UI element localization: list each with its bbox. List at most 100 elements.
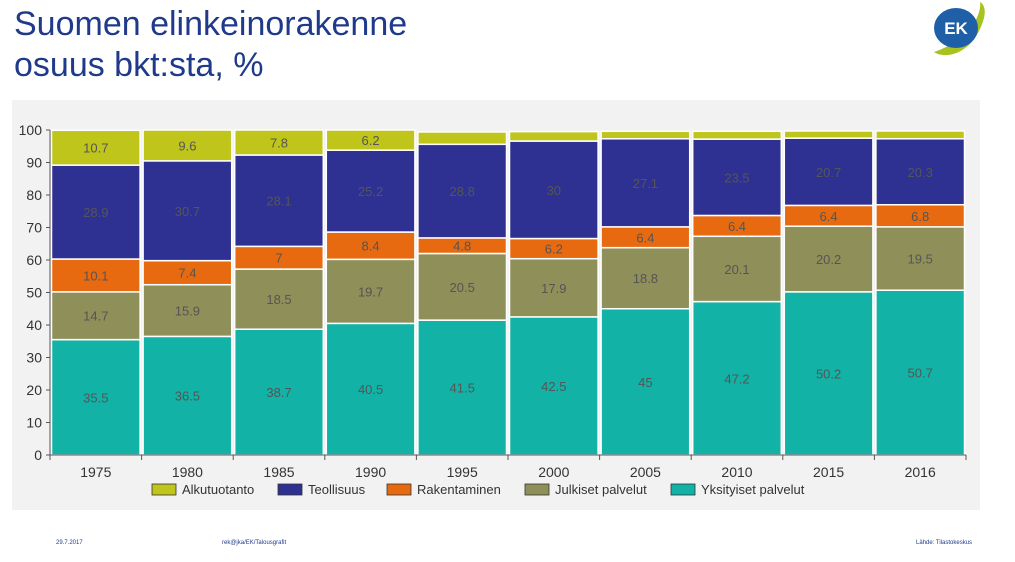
data-label: 35.5 bbox=[83, 390, 108, 405]
bar-segment bbox=[691, 130, 783, 140]
data-label: 10.1 bbox=[83, 268, 108, 283]
legend-label: Alkutuotanto bbox=[182, 482, 254, 497]
bar-segment bbox=[50, 164, 141, 260]
logo-badge bbox=[934, 8, 978, 48]
x-tick-label: 2005 bbox=[630, 464, 661, 480]
data-label: 45 bbox=[638, 375, 652, 390]
bar-segment bbox=[233, 268, 325, 330]
legend-swatch bbox=[670, 483, 696, 496]
x-tick-label: 2015 bbox=[813, 464, 844, 480]
data-label: 15.9 bbox=[175, 304, 200, 319]
data-label: 25.2 bbox=[358, 184, 383, 199]
y-tick-label: 10 bbox=[26, 415, 42, 431]
bar-segment bbox=[325, 231, 416, 261]
bar-segment bbox=[233, 154, 325, 248]
x-tick-label: 1975 bbox=[80, 464, 111, 480]
x-tick-label: 2016 bbox=[905, 464, 936, 480]
data-label: 20.1 bbox=[724, 262, 749, 277]
y-tick-label: 30 bbox=[26, 350, 42, 366]
data-label: 30.7 bbox=[175, 204, 200, 219]
x-tick-label: 1990 bbox=[355, 464, 386, 480]
bar-segment bbox=[508, 257, 599, 318]
legend-swatch bbox=[277, 483, 303, 496]
bar-segment bbox=[508, 130, 599, 142]
data-label: 50.2 bbox=[816, 366, 841, 381]
data-label: 20.7 bbox=[816, 165, 841, 180]
data-label: 6.4 bbox=[636, 230, 654, 245]
x-tick-label: 2000 bbox=[538, 464, 569, 480]
data-label: 7 bbox=[275, 251, 282, 266]
data-label: 47.2 bbox=[724, 371, 749, 386]
legend-label: Yksityiset palvelut bbox=[701, 482, 805, 497]
data-label: 6.8 bbox=[911, 209, 929, 224]
bar-segment bbox=[875, 130, 966, 140]
bar-segment bbox=[691, 138, 783, 217]
data-label: 19.7 bbox=[358, 284, 383, 299]
bar-segment bbox=[50, 291, 141, 341]
data-label: 19.5 bbox=[908, 252, 933, 267]
bar-segment bbox=[142, 160, 233, 262]
data-label: 18.5 bbox=[266, 292, 291, 307]
bar-segment bbox=[875, 226, 966, 291]
data-label: 40.5 bbox=[358, 382, 383, 397]
data-label: 6.2 bbox=[362, 133, 380, 148]
x-tick-label: 1980 bbox=[172, 464, 203, 480]
bar-segment bbox=[600, 130, 691, 140]
footer-credit: rek@jka/EK/Talousgrafit bbox=[222, 540, 287, 546]
bar-segment bbox=[142, 129, 233, 162]
data-label: 6.4 bbox=[820, 209, 838, 224]
bar-segment bbox=[142, 283, 233, 338]
legend-swatch bbox=[386, 483, 412, 496]
title-line-1: Suomen elinkeinorakenne bbox=[14, 5, 408, 43]
bar-segment bbox=[325, 322, 416, 456]
page-title: Suomen elinkeinorakenne osuus bkt:sta, % bbox=[14, 4, 407, 86]
bar-segment bbox=[600, 308, 691, 456]
legend-swatch bbox=[524, 483, 550, 496]
legend-label: Julkiset palvelut bbox=[555, 482, 647, 497]
data-label: 17.9 bbox=[541, 281, 566, 296]
data-label: 20.3 bbox=[908, 165, 933, 180]
x-tick-label: 1995 bbox=[447, 464, 478, 480]
data-label: 7.8 bbox=[270, 136, 288, 151]
bar-segment bbox=[50, 258, 141, 293]
footer-source: Lähde: Tilastokeskus bbox=[916, 540, 973, 546]
bar-segment bbox=[417, 319, 508, 456]
legend-label: Teollisuus bbox=[308, 482, 366, 497]
y-tick-label: 60 bbox=[26, 252, 42, 268]
data-label: 10.7 bbox=[83, 141, 108, 156]
bar-segment bbox=[508, 140, 599, 240]
bar-segment bbox=[233, 129, 325, 156]
data-label: 7.4 bbox=[178, 266, 196, 281]
bar-segment bbox=[417, 252, 508, 321]
data-label: 14.7 bbox=[83, 309, 108, 324]
y-tick-label: 80 bbox=[26, 187, 42, 203]
data-label: 38.7 bbox=[266, 385, 291, 400]
y-tick-label: 40 bbox=[26, 317, 42, 333]
x-tick-label: 2010 bbox=[721, 464, 752, 480]
bar-segment bbox=[142, 259, 233, 286]
bar-segment bbox=[691, 300, 783, 456]
bar-segment bbox=[50, 338, 141, 456]
data-label: 30 bbox=[547, 183, 561, 198]
bar-segment bbox=[783, 130, 874, 139]
footer-date: 29.7.2017 bbox=[56, 540, 83, 546]
data-label: 18.8 bbox=[633, 271, 658, 286]
data-label: 50.7 bbox=[908, 366, 933, 381]
data-label: 23.5 bbox=[724, 170, 749, 185]
data-label: 6.2 bbox=[545, 242, 563, 257]
data-label: 28.1 bbox=[266, 194, 291, 209]
bar-segment bbox=[417, 143, 508, 239]
bar-segment bbox=[417, 131, 508, 146]
data-label: 8.4 bbox=[362, 239, 380, 254]
y-tick-label: 20 bbox=[26, 382, 42, 398]
bar-segment bbox=[325, 129, 416, 151]
data-label: 28.8 bbox=[450, 184, 475, 199]
ek-logo: EK bbox=[934, 2, 985, 56]
bar-segment bbox=[691, 235, 783, 303]
bar-segment bbox=[325, 258, 416, 325]
x-tick-label: 1985 bbox=[263, 464, 294, 480]
data-label: 20.5 bbox=[450, 280, 475, 295]
y-tick-label: 50 bbox=[26, 285, 42, 301]
data-label: 4.8 bbox=[453, 239, 471, 254]
bar-segment bbox=[600, 246, 691, 310]
